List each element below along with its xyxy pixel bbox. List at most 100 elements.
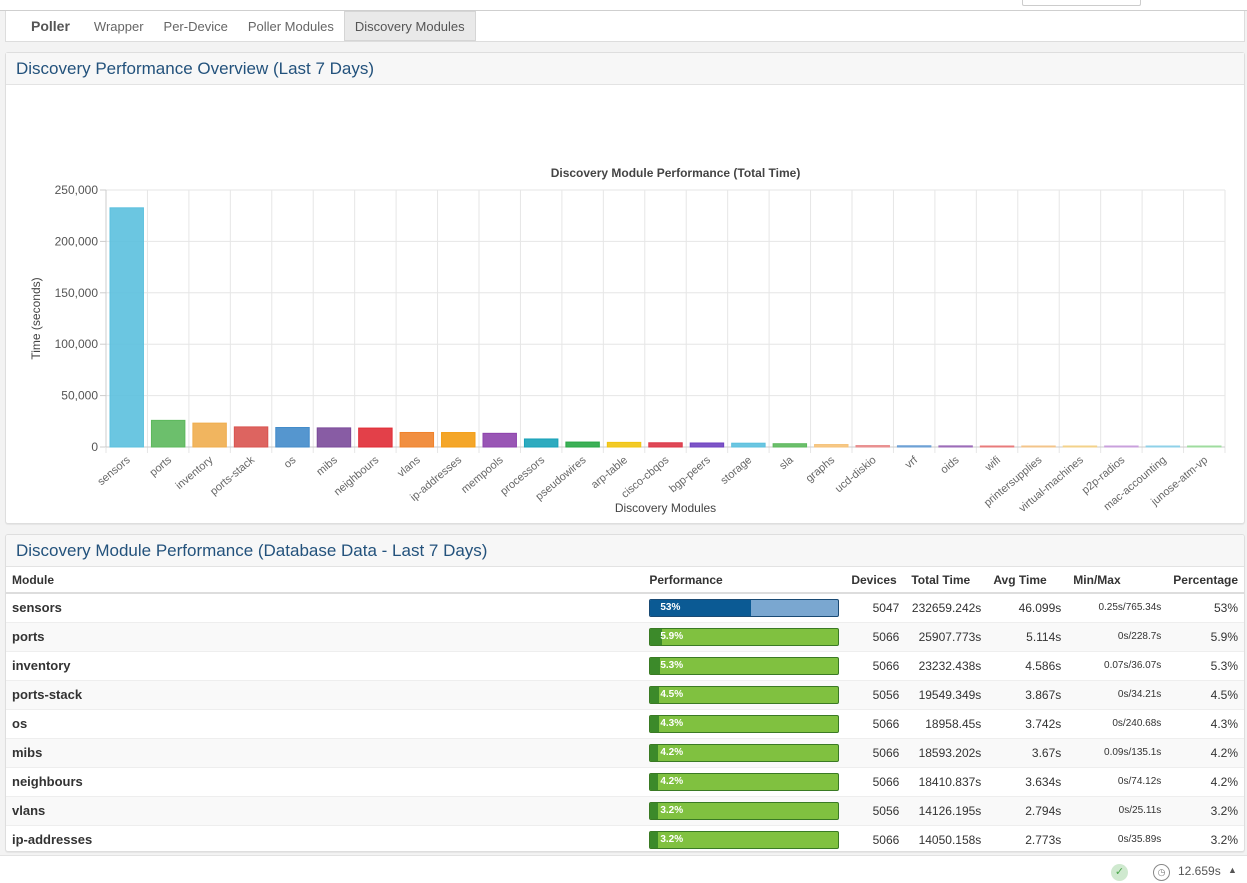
x-tick-label: arp-table [589, 454, 630, 491]
devices-count: 5066 [845, 766, 906, 796]
y-axis-title: Time (seconds) [29, 277, 43, 359]
bar-pseudowires [565, 441, 600, 448]
tab-discovery-modules[interactable]: Discovery Modules [343, 11, 476, 41]
tab-per-device[interactable]: Per-Device [163, 18, 228, 34]
module-name: inventory [6, 650, 644, 680]
percentage: 4.2% [1167, 766, 1244, 796]
bar-junose-atm-vp [1187, 445, 1222, 448]
caret-up-icon[interactable]: ▲ [1228, 865, 1237, 875]
x-tick-label: sla [777, 454, 796, 473]
global-search-input[interactable] [1022, 0, 1141, 6]
y-tick-label: 250,000 [55, 183, 99, 197]
bar-sensors [109, 207, 144, 448]
bar-mibs [316, 427, 352, 448]
tab-poller-modules[interactable]: Poller Modules [247, 18, 334, 34]
performance-bar-fill [650, 628, 662, 645]
bar-mac-accounting [1145, 445, 1181, 448]
render-time[interactable]: 12.659s [1178, 864, 1221, 878]
performance-bar-fill [650, 686, 659, 703]
min-max: 0s/35.89s [1067, 824, 1168, 851]
check-icon[interactable]: ✓ [1111, 864, 1128, 881]
header-performance[interactable]: Performance [643, 567, 846, 594]
performance-cell: 4.2% [643, 737, 846, 767]
header-avg-time[interactable]: Avg Time [987, 567, 1068, 594]
total-time: 25907.773s [905, 621, 988, 651]
performance-bar-fill [650, 599, 752, 616]
performance-bar-label: 3.2% [660, 833, 684, 845]
header-min-max[interactable]: Min/Max [1067, 567, 1168, 594]
bar-ucd-diskio [855, 445, 890, 448]
min-max: 0.09s/135.1s [1067, 737, 1168, 767]
performance-cell: 4.2% [643, 766, 846, 796]
performance-bar-label: 5.3% [660, 659, 684, 671]
x-tick-label: oids [938, 454, 962, 476]
top-navbar-edge [0, 0, 1247, 11]
page-footer: ✓ ◷ 12.659s ▲ [0, 855, 1247, 883]
header-devices[interactable]: Devices [845, 567, 906, 594]
chart-title: Discovery Module Performance (Total Time… [551, 166, 801, 180]
performance-bar: 53% [649, 598, 840, 617]
database-panel-title: Discovery Module Performance (Database D… [6, 535, 1244, 567]
performance-cell: 4.5% [643, 679, 846, 709]
performance-bar-label: 3.2% [660, 804, 684, 816]
tab-wrapper[interactable]: Wrapper [93, 18, 144, 34]
x-tick-label: vrf [903, 454, 921, 472]
x-tick-label: ports-stack [208, 454, 257, 498]
performance-bar: 4.2% [649, 743, 840, 762]
performance-bar: 4.5% [649, 685, 840, 704]
bar-vrf [896, 445, 932, 448]
clock-icon[interactable]: ◷ [1153, 864, 1170, 881]
table-header-row: Module Performance Devices Total Time Av… [6, 567, 1244, 594]
performance-bar-fill [650, 744, 659, 761]
discovery-performance-chart: Discovery Module Performance (Total Time… [29, 166, 1226, 515]
header-module[interactable]: Module [6, 567, 644, 594]
performance-cell: 5.3% [643, 650, 846, 680]
min-max: 0.25s/765.34s [1067, 592, 1168, 622]
header-total-time[interactable]: Total Time [905, 567, 988, 594]
total-time: 14050.158s [905, 824, 988, 851]
performance-cell: 3.2% [643, 824, 846, 851]
avg-time: 2.794s [987, 795, 1068, 825]
devices-count: 5066 [845, 824, 906, 851]
performance-bar: 3.2% [649, 830, 840, 849]
table-row: mibs 4.2% 5066 18593.202s 3.67s 0.09s/135.1s 4… [6, 737, 1244, 767]
module-name: sensors [6, 592, 644, 622]
performance-bar-fill [650, 831, 659, 848]
bar-oids [938, 445, 973, 448]
devices-count: 5056 [845, 795, 906, 825]
percentage: 5.3% [1167, 650, 1244, 680]
bar-ports [150, 419, 186, 448]
x-tick-label: bgp-peers [667, 454, 713, 495]
percentage: 5.9% [1167, 621, 1244, 651]
x-tick-label: neighbours [332, 454, 382, 499]
performance-bar-label: 53% [660, 601, 681, 613]
avg-time: 46.099s [987, 592, 1068, 622]
user-menu-icon[interactable] [1200, 0, 1216, 4]
bar-inventory [192, 422, 227, 448]
performance-bar: 3.2% [649, 801, 840, 820]
total-time: 18593.202s [905, 737, 988, 767]
bar-os [275, 427, 310, 448]
percentage: 53% [1167, 592, 1244, 622]
performance-bar-label: 4.5% [660, 688, 684, 700]
y-tick-label: 100,000 [55, 337, 99, 351]
bar-sla [772, 443, 808, 448]
performance-bar-label: 4.2% [660, 775, 684, 787]
bar-mempools [482, 432, 517, 448]
x-tick-label: vlans [395, 454, 423, 480]
y-tick-label: 200,000 [55, 234, 99, 248]
header-percentage[interactable]: Percentage [1167, 567, 1244, 594]
database-panel: Discovery Module Performance (Database D… [5, 534, 1245, 852]
performance-bar-label: 4.2% [660, 746, 684, 758]
tab-poller[interactable]: Poller [31, 18, 70, 34]
bar-ports-stack [233, 426, 269, 448]
performance-bar-fill [650, 773, 659, 790]
avg-time: 4.586s [987, 650, 1068, 680]
percentage: 4.5% [1167, 679, 1244, 709]
performance-cell: 3.2% [643, 795, 846, 825]
bar-arp-table [606, 441, 642, 448]
bar-bgp-peers [689, 442, 725, 448]
module-performance-table: Module Performance Devices Total Time Av… [6, 567, 1244, 851]
module-name: mibs [6, 737, 644, 767]
total-time: 18410.837s [905, 766, 988, 796]
